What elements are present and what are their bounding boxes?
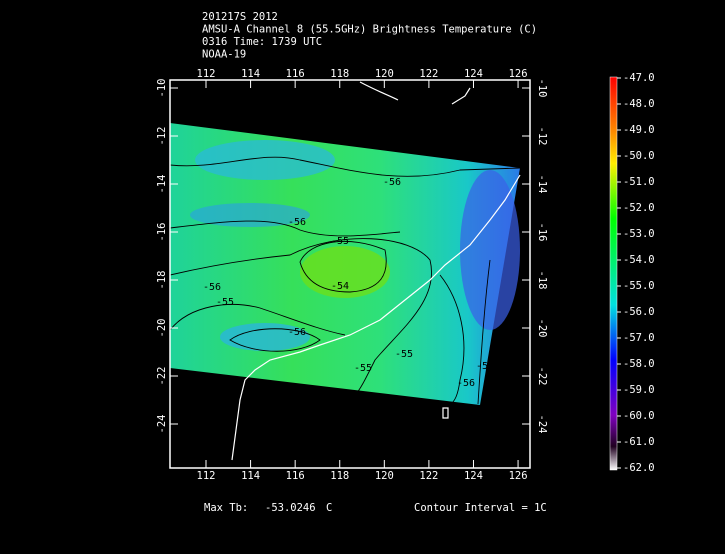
cold-patch	[220, 323, 310, 351]
y-tick-label: -14	[536, 175, 548, 194]
colorbar-label: -61.0	[623, 436, 655, 448]
colorbar-label: -62.0	[623, 462, 655, 474]
y-tick-label: -14	[156, 175, 168, 194]
footer-max-label: Max Tb:	[204, 502, 248, 514]
x-tick-label: 124	[464, 68, 483, 80]
colorbar-label: -50.0	[623, 150, 655, 162]
colorbar-label: -55.0	[623, 280, 655, 292]
contour-label: -56	[457, 378, 475, 389]
y-tick-label: -12	[536, 127, 548, 146]
header-line: AMSU-A Channel 8 (55.5GHz) Brightness Te…	[202, 24, 537, 36]
contour-label: -54	[331, 281, 349, 292]
cold-patch	[460, 170, 520, 330]
contour	[477, 259, 491, 405]
map-frame	[169, 79, 531, 469]
contour	[229, 328, 321, 352]
contour-label: -56	[288, 217, 306, 228]
x-tick-label: 126	[509, 470, 528, 482]
colorbar-label: -52.0	[623, 202, 655, 214]
contour-label: -57	[476, 361, 494, 372]
y-tick-label: -16	[156, 223, 168, 242]
colorbar-label: -59.0	[623, 384, 655, 396]
y-tick-label: -18	[156, 271, 168, 290]
colorbar-label: -58.0	[623, 358, 655, 370]
contour	[439, 274, 465, 404]
y-tick-label: -12	[156, 127, 168, 146]
y-tick-label: -24	[156, 415, 168, 434]
contour	[170, 220, 401, 237]
warm-patch	[300, 246, 390, 298]
colorbar-label: -57.0	[623, 332, 655, 344]
y-tick-label: -18	[536, 271, 548, 290]
x-tick-label: 122	[419, 68, 438, 80]
header-line: NOAA-19	[202, 49, 246, 61]
footer-contour-interval: Contour Interval = 1C	[414, 502, 547, 514]
y-tick-label: -22	[156, 367, 168, 386]
contour	[170, 156, 521, 177]
colorbar-label: -53.0	[623, 228, 655, 240]
colorbar-label: -48.0	[623, 98, 655, 110]
contour	[299, 240, 387, 293]
colorbar-label: -47.0	[623, 72, 655, 84]
header-line: 201217S 2012	[202, 11, 278, 23]
contour	[170, 238, 432, 396]
x-tick-label: 112	[197, 470, 216, 482]
y-tick-label: -24	[536, 415, 548, 434]
colorbar-label: -51.0	[623, 176, 655, 188]
y-tick-label: -10	[536, 79, 548, 98]
x-tick-label: 124	[464, 470, 483, 482]
colorbar-label: -54.0	[623, 254, 655, 266]
contour-label: -55	[395, 349, 413, 360]
x-tick-label: 120	[375, 470, 394, 482]
contour-label: -56	[203, 282, 221, 293]
x-tick-label: 114	[241, 68, 260, 80]
contour-label: -56	[288, 327, 306, 338]
y-tick-label: -10	[156, 79, 168, 98]
x-tick-label: 118	[330, 470, 349, 482]
y-tick-label: -16	[536, 223, 548, 242]
colorbar	[609, 76, 618, 471]
x-tick-label: 116	[286, 68, 305, 80]
y-tick-label: -20	[156, 319, 168, 338]
contour-label: -56	[383, 177, 401, 188]
cold-patch	[195, 140, 335, 180]
y-tick-label: -22	[536, 367, 548, 386]
colorbar-label: -49.0	[623, 124, 655, 136]
header-line: 0316 Time: 1739 UTC	[202, 36, 322, 48]
x-tick-label: 116	[286, 470, 305, 482]
island	[442, 407, 449, 419]
contour-label: -55	[354, 363, 372, 374]
contour-label: -55	[216, 297, 234, 308]
contour	[170, 304, 346, 336]
x-tick-label: 126	[509, 68, 528, 80]
x-tick-label: 120	[375, 68, 394, 80]
footer-max-value: -53.0246	[265, 502, 316, 514]
x-tick-label: 122	[419, 470, 438, 482]
swath-layer	[170, 81, 521, 461]
colorbar-label: -60.0	[623, 410, 655, 422]
cold-patch	[190, 203, 310, 227]
contour-label: -55	[331, 236, 349, 247]
coastline	[231, 81, 521, 461]
x-tick-label: 112	[197, 68, 216, 80]
x-tick-label: 118	[330, 68, 349, 80]
x-tick-label: 114	[241, 470, 260, 482]
footer-max-unit: C	[326, 502, 332, 514]
y-tick-label: -20	[536, 319, 548, 338]
colorbar-label: -56.0	[623, 306, 655, 318]
